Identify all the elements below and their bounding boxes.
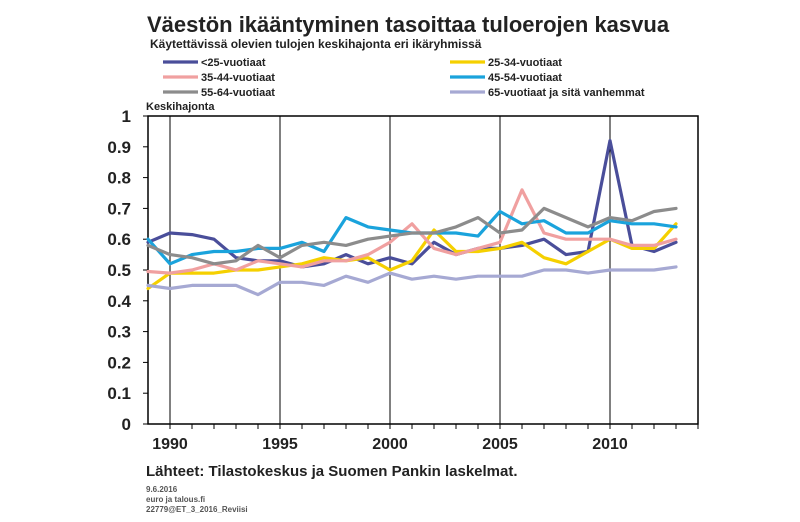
- footer-date: 9.6.2016: [146, 485, 178, 494]
- x-tick-label: 2000: [372, 436, 408, 453]
- legend-label-2: 35-44-vuotiaat: [201, 72, 275, 84]
- x-axis-ticks: 1990 1995 2000 2005 2010: [152, 424, 699, 453]
- y-tick-label: 0: [122, 415, 131, 434]
- x-tick-label: 1990: [152, 436, 188, 453]
- y-tick-label: 0.2: [107, 353, 131, 372]
- footer-site: euro ja talous.fi: [146, 495, 205, 504]
- y-tick-label: 0.7: [107, 199, 131, 218]
- series-line-2: [146, 188, 678, 275]
- y-tick-label: 1: [122, 107, 131, 126]
- x-tick-label: 1995: [262, 436, 298, 453]
- legend-label-5: 65-vuotiaat ja sitä vanhemmat: [488, 87, 645, 99]
- chart-title: Väestön ikääntyminen tasoittaa tuloeroje…: [147, 12, 670, 37]
- y-tick-label: 0.6: [107, 230, 131, 249]
- series-line-4: [146, 206, 678, 266]
- legend-label-0: <25-vuotiaat: [201, 57, 266, 69]
- y-tick-label: 0.4: [107, 292, 131, 311]
- legend-label-1: 25-34-vuotiaat: [488, 57, 562, 69]
- y-tick-label: 0.8: [107, 169, 131, 188]
- footer-code: 22779@ET_3_2016_Reviisi: [146, 505, 248, 514]
- x-tick-label: 2010: [592, 436, 628, 453]
- y-axis-ticks: 1 0.9 0.8 0.7 0.6 0.5 0.4 0.3 0.2 0.1 0: [107, 107, 148, 434]
- x-tick-label: 2005: [482, 436, 518, 453]
- y-tick-label: 0.9: [107, 138, 131, 157]
- y-tick-label: 0.1: [107, 384, 131, 403]
- source-note: Lähteet: Tilastokeskus ja Suomen Pankin …: [146, 463, 518, 480]
- y-tick-label: 0.3: [107, 323, 131, 342]
- series-lines: [146, 139, 678, 297]
- legend-label-4: 55-64-vuotiaat: [201, 87, 275, 99]
- legend: <25-vuotiaat 25-34-vuotiaat 35-44-vuotiaat…: [163, 57, 645, 99]
- y-axis-label: Keskihajonta: [146, 101, 215, 113]
- legend-label-3: 45-54-vuotiaat: [488, 72, 562, 84]
- series-line-5: [146, 265, 678, 297]
- y-tick-label: 0.5: [107, 261, 131, 280]
- chart-subtitle: Käytettävissä olevien tulojen keskihajon…: [150, 37, 482, 51]
